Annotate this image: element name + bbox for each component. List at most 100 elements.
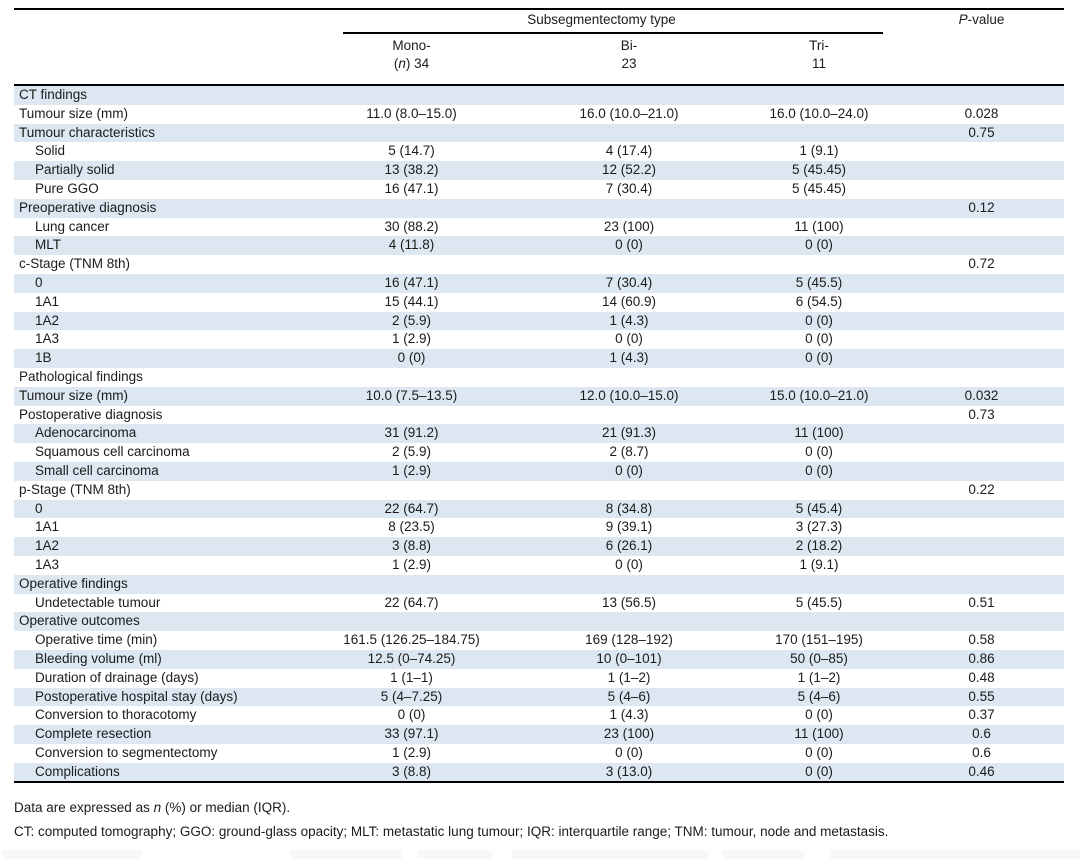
table-row: Operative outcomes xyxy=(14,612,1064,632)
row-label: Tumour characteristics xyxy=(19,124,156,140)
cell-mono: 12.5 (0–74.25) xyxy=(367,650,456,666)
row-label: CT findings xyxy=(19,87,88,102)
row-label: 1A3 xyxy=(35,556,60,572)
cell-mono: 16 (47.1) xyxy=(384,180,439,196)
cell-p: 0.75 xyxy=(968,124,995,140)
cell-bi: 7 (30.4) xyxy=(605,274,653,290)
header-bottom-rule xyxy=(14,84,1064,86)
cell-p: 0.73 xyxy=(968,406,995,422)
table-row: Undetectable tumour 22 (64.7) 13 (56.5) 5 (… xyxy=(14,594,1064,613)
footnote1-prefix: Data are expressed as xyxy=(14,800,154,815)
cell-mono: 22 (64.7) xyxy=(384,594,439,610)
cell-tri: 0 (0) xyxy=(805,331,833,347)
cell-mono: 1 (2.9) xyxy=(391,556,432,572)
table-row: Adenocarcinoma 31 (91.2) 21 (91.3) 11 (100) xyxy=(14,424,1064,444)
group-header-underline xyxy=(343,32,883,34)
mono-count-open: ( xyxy=(393,56,399,71)
cell-bi: 23 (100) xyxy=(603,726,655,742)
table-row: Conversion to segmentectomy 1 (2.9) 0 (0) 0… xyxy=(14,744,1064,763)
p-value-rest: -value xyxy=(967,12,1005,27)
group-title-text: Subsegmentectomy type xyxy=(527,12,676,27)
table-row: 1A1 15 (44.1) 14 (60.9) 6 (54.5) xyxy=(14,293,1064,312)
row-label: Preoperative diagnosis xyxy=(19,199,157,215)
row-label: Complete resection xyxy=(35,726,152,742)
cell-mono: 31 (91.2) xyxy=(384,425,439,441)
cell-p: 0.028 xyxy=(964,105,999,121)
row-label: 0 xyxy=(35,274,43,290)
cell-p: 0.86 xyxy=(968,650,995,666)
table-header: Subsegmentectomy type P-value Mono- Bi- … xyxy=(14,0,1064,86)
cell-bi: 0 (0) xyxy=(615,237,643,253)
cell-tri: 16.0 (10.0–24.0) xyxy=(769,105,869,121)
row-label: Operative findings xyxy=(19,575,128,591)
cell-tri: 6 (54.5) xyxy=(795,293,843,309)
table-footnotes: Data are expressed as n (%) or median (I… xyxy=(14,792,1064,839)
cell-mono: 5 (4–7.25) xyxy=(380,688,443,704)
cell-tri: 1 (9.1) xyxy=(799,556,839,572)
cell-mono: 3 (8.8) xyxy=(391,538,432,554)
cell-mono: 10.0 (7.5–13.5) xyxy=(365,387,458,403)
mono-count-n: n xyxy=(398,56,406,71)
table-body: CT findings Tumour size (mm) 11.0 (8.0–15.… xyxy=(14,86,1064,782)
table-row: Postoperative hospital stay (days) 5 (4–7… xyxy=(14,687,1064,707)
bottom-artifact xyxy=(2,850,142,859)
row-label: Solid xyxy=(35,143,66,159)
cell-mono: 15 (44.1) xyxy=(384,293,439,309)
cell-mono: 3 (8.8) xyxy=(391,763,432,779)
row-label: Conversion to segmentectomy xyxy=(35,744,218,760)
cell-bi: 9 (39.1) xyxy=(605,519,653,535)
cell-bi: 1 (4.3) xyxy=(609,707,649,723)
row-label: Pathological findings xyxy=(19,368,143,384)
cell-tri: 15.0 (10.0–21.0) xyxy=(769,387,869,403)
cell-tri: 5 (45.4) xyxy=(795,500,843,516)
row-label: Undetectable tumour xyxy=(35,594,161,610)
cell-mono: 1 (2.9) xyxy=(391,331,432,347)
cell-mono: 5 (14.7) xyxy=(388,143,435,159)
table-row: CT findings xyxy=(14,86,1064,105)
cell-p: 0.032 xyxy=(964,387,999,403)
cell-bi: 2 (8.7) xyxy=(609,444,649,460)
cell-bi: 7 (30.4) xyxy=(605,180,653,196)
cell-mono: 1 (1–1) xyxy=(390,669,433,685)
cell-bi: 4 (17.4) xyxy=(605,143,653,159)
cell-tri: 0 (0) xyxy=(805,462,833,478)
table-row: Complications 3 (8.8) 3 (13.0) 0 (0) 0.46 xyxy=(14,762,1064,782)
bottom-artifact-strip xyxy=(0,850,1080,860)
row-label: 1A2 xyxy=(35,538,60,554)
cell-bi: 21 (91.3) xyxy=(601,425,657,441)
row-label: 1A3 xyxy=(35,331,60,347)
row-label: Operative time (min) xyxy=(35,632,158,648)
cell-bi: 0 (0) xyxy=(615,556,643,572)
cell-mono: 0 (0) xyxy=(397,707,426,723)
cell-tri: 0 (0) xyxy=(805,763,833,779)
cell-tri: 50 (0–85) xyxy=(790,650,848,666)
cell-tri: 0 (0) xyxy=(805,350,833,366)
row-label: 1B xyxy=(35,350,52,366)
bottom-artifact xyxy=(512,850,708,859)
row-label: 1A2 xyxy=(35,312,60,328)
row-label: Squamous cell carcinoma xyxy=(35,444,190,460)
table-row: 1A2 2 (5.9) 1 (4.3) 0 (0) xyxy=(14,311,1064,331)
bottom-rule xyxy=(14,781,1064,784)
row-label: Lung cancer xyxy=(35,218,110,234)
mono-count-rest: ) 34 xyxy=(405,56,430,71)
row-label: Bleeding volume (ml) xyxy=(35,650,162,666)
footnote1-italic-n: n xyxy=(153,800,162,815)
table-row: Preoperative diagnosis 0.12 xyxy=(14,198,1064,218)
cell-bi: 16.0 (10.0–21.0) xyxy=(579,105,679,121)
table-row: Duration of drainage (days) 1 (1–1) 1 (1–2… xyxy=(14,669,1064,688)
cell-mono: 2 (5.9) xyxy=(391,444,432,460)
table-row: Tumour characteristics 0.75 xyxy=(14,123,1064,143)
table-row: 0 16 (47.1) 7 (30.4) 5 (45.5) xyxy=(14,273,1064,293)
table-row: Tumour size (mm) 10.0 (7.5–13.5) 12.0 (10.… xyxy=(14,386,1064,406)
cell-mono: 4 (11.8) xyxy=(388,237,435,253)
cell-tri: 1 (1–2) xyxy=(797,669,841,685)
cell-p: 0.55 xyxy=(968,688,995,704)
cell-p: 0.46 xyxy=(968,763,995,779)
cell-tri: 0 (0) xyxy=(805,444,833,460)
group-header-title: Subsegmentectomy type xyxy=(304,12,899,27)
cell-mono: 16 (47.1) xyxy=(384,274,439,290)
table-row: Small cell carcinoma 1 (2.9) 0 (0) 0 (0) xyxy=(14,461,1064,481)
cell-bi: 0 (0) xyxy=(615,744,643,760)
cell-bi: 12 (52.2) xyxy=(601,162,657,178)
